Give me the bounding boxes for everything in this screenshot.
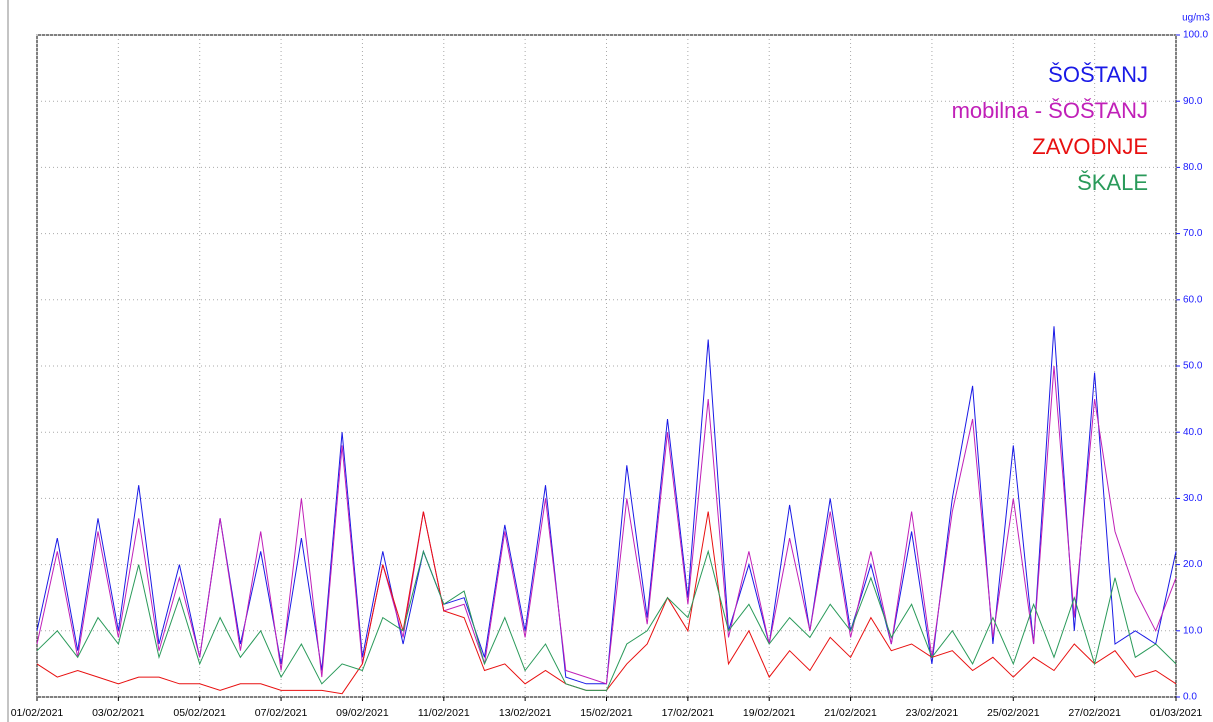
series-line	[36, 365, 1177, 685]
y-tick-label: 40.0	[1183, 427, 1203, 438]
x-tick-label: 17/02/2021	[662, 707, 715, 719]
series-line	[36, 549, 1177, 691]
legend-entry: ŠOŠTANJ	[1048, 62, 1148, 87]
y-tick-label: 70.0	[1183, 228, 1203, 239]
x-tick-label: 07/02/2021	[255, 707, 308, 719]
legend-entry: ZAVODNJE	[1032, 134, 1148, 159]
x-tick-label: 01/02/2021	[11, 707, 64, 719]
x-tick-label: 25/02/2021	[987, 707, 1040, 719]
x-tick-label: 15/02/2021	[580, 707, 633, 719]
x-tick-label: 11/02/2021	[418, 707, 470, 719]
x-tick-label: 09/02/2021	[336, 707, 389, 719]
x-tick-label: 03/02/2021	[92, 707, 145, 719]
x-tick-label: 05/02/2021	[173, 707, 226, 719]
x-tick-label: 13/02/2021	[499, 707, 552, 719]
x-tick-label: 19/02/2021	[743, 707, 796, 719]
y-axis-unit: ug/m3	[1182, 13, 1210, 24]
y-tick-label: 0.0	[1183, 692, 1197, 703]
x-tick-label: 27/02/2021	[1068, 707, 1121, 719]
x-tick-label: 23/02/2021	[906, 707, 959, 719]
y-tick-label: 50.0	[1183, 361, 1203, 372]
x-tick-label: 21/02/2021	[824, 707, 877, 719]
y-tick-label: 20.0	[1183, 559, 1203, 570]
y-tick-label: 100.0	[1183, 30, 1208, 41]
legend-entry: mobilna - ŠOŠTANJ	[952, 98, 1148, 123]
y-tick-label: 10.0	[1183, 625, 1203, 636]
y-tick-label: 90.0	[1183, 96, 1203, 107]
legend-entry: ŠKALE	[1077, 170, 1148, 195]
y-tick-label: 30.0	[1183, 493, 1203, 504]
x-tick-label: 01/03/2021	[1150, 707, 1203, 719]
y-tick-label: 80.0	[1183, 162, 1203, 173]
y-tick-label: 60.0	[1183, 294, 1203, 305]
